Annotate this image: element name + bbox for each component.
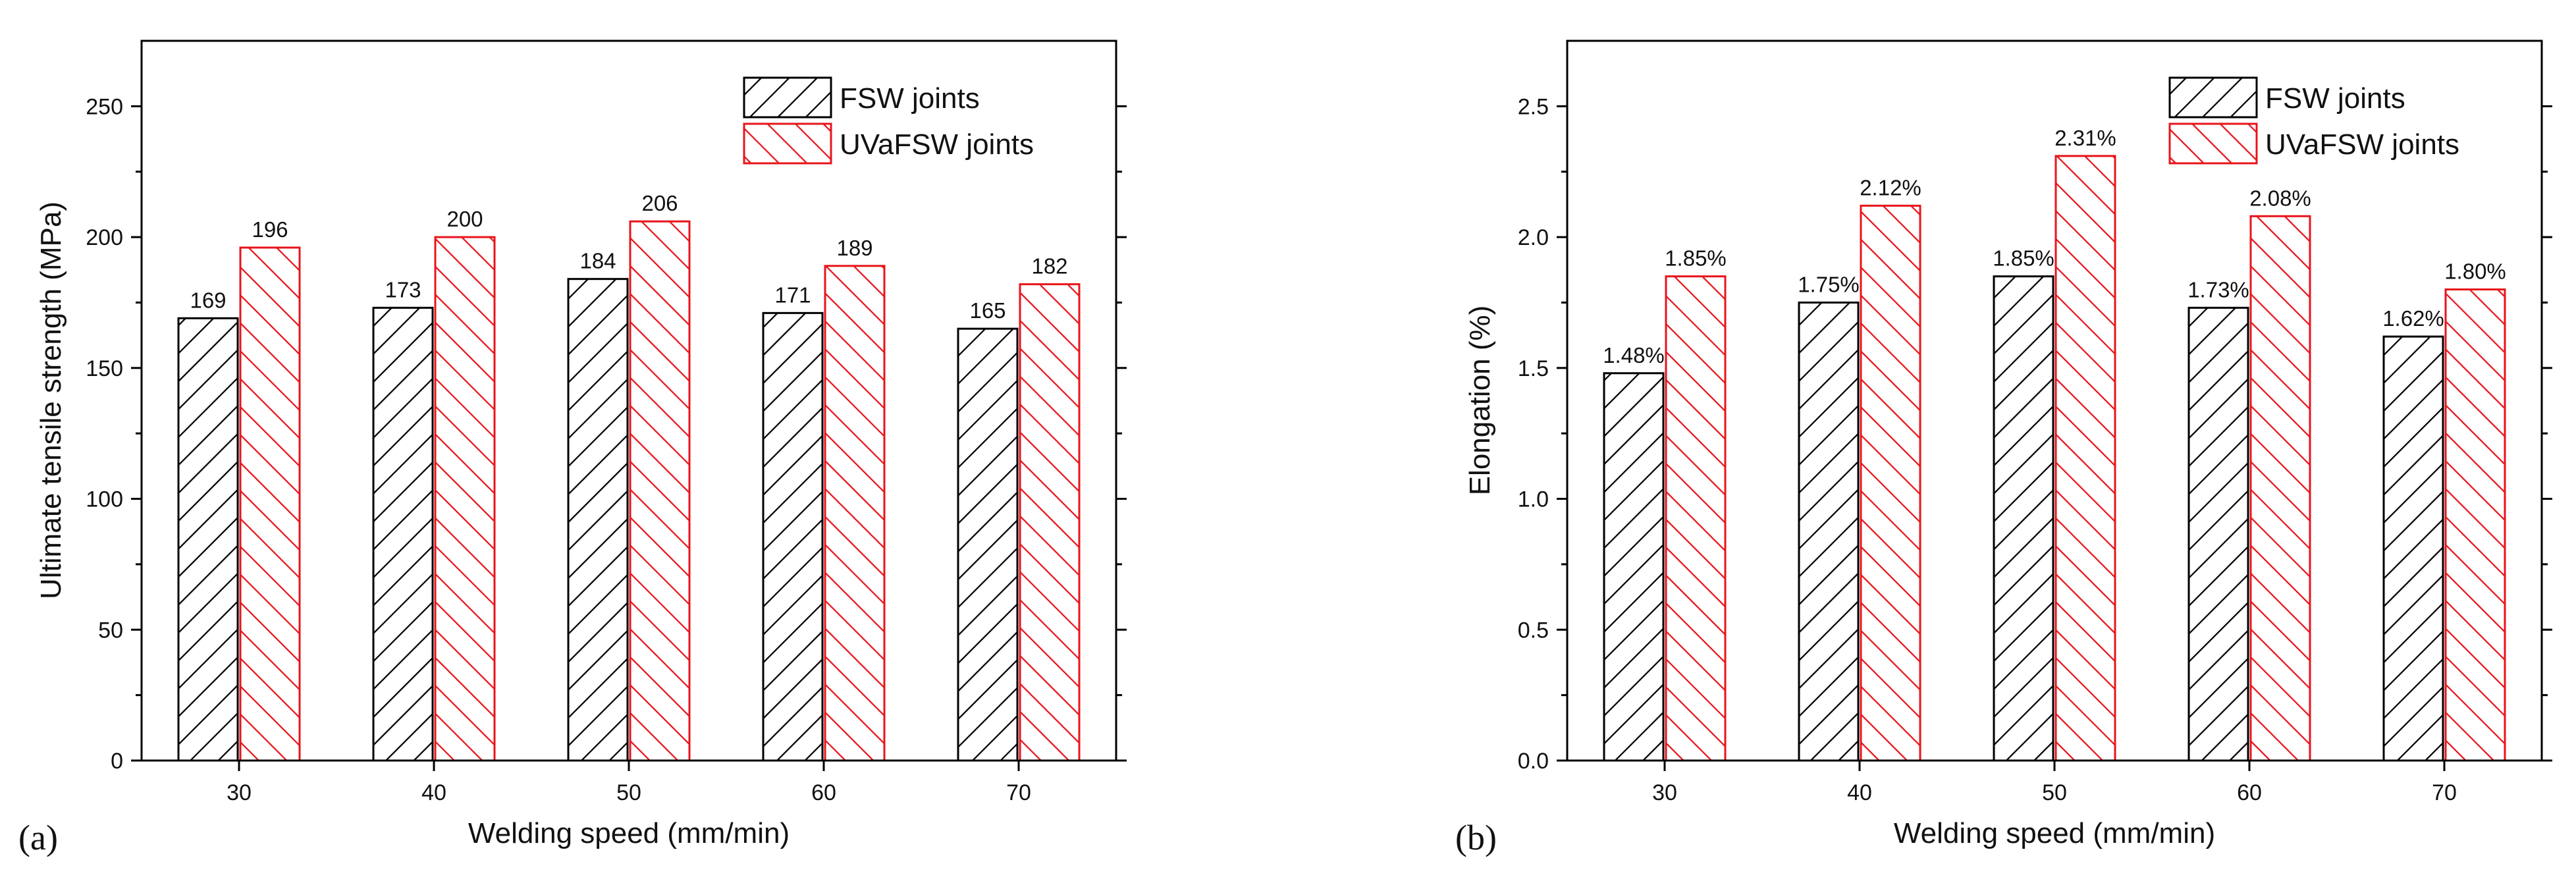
data-label-a-uva-60: 189: [836, 236, 872, 260]
legend-a-fsw-swatch: [743, 76, 832, 119]
x-tick-label-a-60: 60: [811, 780, 836, 805]
data-label-b-fsw-40: 1.75%: [1798, 272, 1860, 296]
x-tick-label-b-60: 60: [2237, 780, 2262, 805]
legend-a-uva-swatch: [743, 122, 832, 165]
data-label-b-uva-70: 1.80%: [2444, 259, 2506, 284]
chart-b-xlabel: Welding speed (mm/min): [1894, 817, 2215, 849]
bar-a-uva-50: [629, 220, 691, 762]
x-tick-label-b-30: 30: [1652, 780, 1677, 805]
data-label-b-uva-30: 1.85%: [1665, 246, 1727, 271]
data-label-b-fsw-50: 1.85%: [1993, 246, 2054, 271]
bar-b-uva-60: [2249, 215, 2311, 762]
bar-a-uva-40: [434, 236, 496, 762]
data-label-b-uva-50: 2.31%: [2054, 126, 2116, 150]
bar-b-uva-50: [2054, 155, 2116, 762]
bar-a-fsw-50: [567, 278, 629, 762]
x-tick-label-b-70: 70: [2432, 780, 2457, 805]
y-tick-label-b-2: 1.0: [1518, 487, 1549, 512]
y-tick-label-b-5: 2.5: [1518, 94, 1549, 119]
data-label-b-fsw-30: 1.48%: [1603, 343, 1665, 367]
chart-a-plot: 169 173 184 171 165 196 200 206 189 182 0 50 100 150 2…: [86, 40, 1127, 805]
data-label-b-fsw-60: 1.73%: [2187, 277, 2249, 302]
legend-b-uva-swatch: [2168, 122, 2258, 165]
bar-a-fsw-30: [177, 317, 239, 762]
data-label-b-fsw-70: 1.62%: [2382, 306, 2444, 331]
chart-a-xlabel: Welding speed (mm/min): [468, 817, 790, 849]
y-tick-label-a-2: 100: [86, 487, 123, 512]
legend-b-uva-label: UVaFSW joints: [2265, 128, 2459, 161]
x-tick-label-b-40: 40: [1847, 780, 1872, 805]
bar-b-fsw-70: [2382, 335, 2444, 762]
elongation-chart: 1.48% 1.75% 1.85% 1.73% 1.62% 1.85% 2.12% 2.31%…: [1455, 40, 2552, 857]
y-tick-label-b-4: 2.0: [1518, 225, 1549, 250]
chart-a-legend: FSW joints UVaFSW joints: [743, 76, 1034, 165]
data-label-a-uva-40: 200: [446, 207, 483, 231]
bar-a-fsw-60: [762, 311, 824, 762]
data-label-a-uva-70: 182: [1031, 254, 1067, 279]
bar-a-uva-30: [239, 246, 301, 762]
bar-b-fsw-50: [1993, 275, 2054, 762]
bar-a-fsw-70: [957, 327, 1019, 762]
y-tick-label-b-1: 0.5: [1518, 618, 1549, 643]
y-tick-label-a-4: 200: [86, 225, 123, 250]
data-label-a-fsw-40: 173: [385, 277, 421, 302]
bar-b-fsw-30: [1603, 372, 1665, 762]
chart-a-panel-label: (a): [18, 818, 58, 857]
chart-b-legend: FSW joints UVaFSW joints: [2168, 76, 2459, 165]
bar-a-fsw-40: [372, 306, 434, 762]
chart-b-plot: 1.48% 1.75% 1.85% 1.73% 1.62% 1.85% 2.12% 2.31%…: [1518, 40, 2552, 805]
data-label-a-fsw-50: 184: [579, 249, 616, 273]
data-label-a-fsw-60: 171: [774, 282, 811, 307]
bar-b-uva-30: [1665, 275, 1727, 762]
chart-b-panel-label: (b): [1455, 818, 1497, 857]
data-label-b-uva-60: 2.08%: [2249, 186, 2311, 210]
x-tick-label-a-40: 40: [421, 780, 446, 805]
x-tick-label-a-50: 50: [616, 780, 641, 805]
data-label-a-fsw-30: 169: [190, 288, 226, 312]
data-label-a-fsw-70: 165: [969, 298, 1006, 323]
y-tick-label-a-0: 0: [111, 749, 123, 774]
y-tick-label-b-3: 1.5: [1518, 356, 1549, 381]
data-label-b-uva-40: 2.12%: [1860, 175, 1921, 200]
data-label-a-uva-50: 206: [641, 191, 678, 215]
bar-b-uva-70: [2444, 288, 2506, 762]
chart-b-ylabel: Elongation (%): [1464, 306, 1496, 496]
legend-b-fsw-swatch: [2168, 76, 2258, 119]
data-label-a-uva-30: 196: [252, 217, 288, 242]
legend-b-fsw-label: FSW joints: [2265, 82, 2405, 115]
bar-a-uva-70: [1019, 283, 1081, 762]
x-tick-label-a-70: 70: [1006, 780, 1031, 805]
strength-chart: 169 173 184 171 165 196 200 206 189 182 0 50 100 150 2…: [18, 40, 1127, 857]
y-tick-label-b-0: 0.0: [1518, 749, 1549, 774]
bar-b-fsw-40: [1798, 301, 1860, 762]
x-tick-label-a-30: 30: [227, 780, 252, 805]
y-tick-label-a-3: 150: [86, 356, 123, 381]
x-tick-label-b-50: 50: [2042, 780, 2067, 805]
y-tick-label-a-5: 250: [86, 94, 123, 119]
legend-a-fsw-label: FSW joints: [840, 82, 980, 115]
legend-a-uva-label: UVaFSW joints: [840, 128, 1034, 161]
bar-b-fsw-60: [2187, 306, 2249, 762]
bar-a-uva-60: [824, 265, 886, 762]
y-tick-label-a-1: 50: [98, 618, 123, 643]
bar-b-uva-40: [1860, 204, 1921, 762]
chart-a-ylabel: Ultimate tensile strength (MPa): [35, 201, 67, 599]
